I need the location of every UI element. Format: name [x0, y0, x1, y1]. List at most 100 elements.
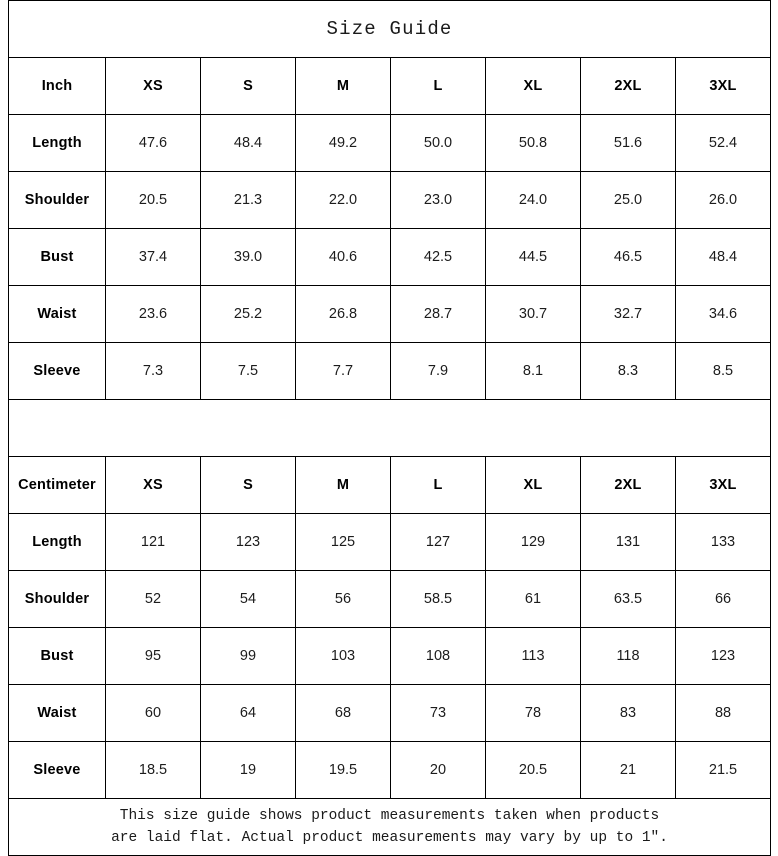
cell-centimeter-sleeve-xl: 20.5 [485, 741, 581, 799]
cell-centimeter-waist-m: 68 [295, 684, 391, 742]
cell-centimeter-shoulder-m: 56 [295, 570, 391, 628]
cell-inch-length-xs: 47.6 [105, 114, 201, 172]
measurement-row-inch-bust: Bust 37.4 39.0 40.6 42.5 44.5 46.5 48.4 [8, 228, 772, 286]
cell-inch-bust-m: 40.6 [295, 228, 391, 286]
cell-inch-shoulder-xs: 20.5 [105, 171, 201, 229]
cell-centimeter-waist-s: 64 [200, 684, 296, 742]
cell-inch-length-l: 50.0 [390, 114, 486, 172]
cell-inch-sleeve-3xl: 8.5 [674, 342, 772, 400]
cell-inch-shoulder-l: 23.0 [390, 171, 486, 229]
cell-inch-length-xl: 50.8 [485, 114, 581, 172]
cell-inch-bust-xl: 44.5 [485, 228, 581, 286]
size-header-xs: XS [105, 57, 201, 115]
cell-inch-length-3xl: 52.4 [674, 114, 772, 172]
measurement-row-inch-shoulder: Shoulder 20.5 21.3 22.0 23.0 24.0 25.0 26.0 [8, 171, 772, 229]
cell-centimeter-sleeve-xs: 18.5 [105, 741, 201, 799]
row-label-bust: Bust [8, 228, 106, 286]
row-label-length: Length [8, 114, 106, 172]
page-title: Size Guide [7, 0, 772, 58]
row-label-shoulder: Shoulder [8, 570, 106, 628]
size-header-3xl: 3XL [674, 57, 772, 115]
cell-inch-sleeve-2xl: 8.3 [580, 342, 676, 400]
cell-inch-bust-2xl: 46.5 [580, 228, 676, 286]
cell-centimeter-shoulder-2xl: 63.5 [580, 570, 676, 628]
size-header-l: L [390, 456, 486, 514]
unit-header-centimeter: Centimeter [8, 456, 106, 514]
size-header-l: L [390, 57, 486, 115]
measurement-row-inch-waist: Waist 23.6 25.2 26.8 28.7 30.7 32.7 34.6 [8, 285, 772, 343]
cell-inch-shoulder-m: 22.0 [295, 171, 391, 229]
row-label-waist: Waist [8, 684, 106, 742]
measurement-row-centimeter-length: Length 121 123 125 127 129 131 133 [8, 513, 772, 571]
cell-centimeter-sleeve-s: 19 [200, 741, 296, 799]
cell-inch-length-m: 49.2 [295, 114, 391, 172]
cell-centimeter-length-2xl: 131 [580, 513, 676, 571]
cell-inch-sleeve-m: 7.7 [295, 342, 391, 400]
cell-inch-waist-m: 26.8 [295, 285, 391, 343]
cell-inch-sleeve-xl: 8.1 [485, 342, 581, 400]
cell-inch-bust-s: 39.0 [200, 228, 296, 286]
cell-inch-waist-3xl: 34.6 [674, 285, 772, 343]
row-label-waist: Waist [8, 285, 106, 343]
cell-inch-bust-xs: 37.4 [105, 228, 201, 286]
cell-centimeter-length-xl: 129 [485, 513, 581, 571]
cell-inch-shoulder-xl: 24.0 [485, 171, 581, 229]
header-row-centimeter: Centimeter XS S M L XL 2XL 3XL [8, 456, 772, 514]
cell-centimeter-waist-xs: 60 [105, 684, 201, 742]
unit-header-inch: Inch [8, 57, 106, 115]
cell-centimeter-length-3xl: 133 [674, 513, 772, 571]
cell-inch-waist-xl: 30.7 [485, 285, 581, 343]
cell-inch-sleeve-s: 7.5 [200, 342, 296, 400]
cell-centimeter-bust-l: 108 [390, 627, 486, 685]
cell-centimeter-bust-s: 99 [200, 627, 296, 685]
spacer-cell [7, 399, 772, 457]
size-guide-note: This size guide shows product measuremen… [7, 798, 772, 856]
size-header-xs: XS [105, 456, 201, 514]
size-header-2xl: 2XL [580, 456, 676, 514]
cell-centimeter-sleeve-m: 19.5 [295, 741, 391, 799]
size-header-s: S [200, 57, 296, 115]
cell-centimeter-shoulder-l: 58.5 [390, 570, 486, 628]
cell-inch-shoulder-s: 21.3 [200, 171, 296, 229]
spacer-row [7, 399, 772, 457]
size-guide-body: Size Guide Inch XS S M L XL 2XL 3XL Length 47.6 48… [7, 0, 772, 856]
cell-inch-waist-s: 25.2 [200, 285, 296, 343]
row-label-shoulder: Shoulder [8, 171, 106, 229]
size-guide-table: Size Guide Inch XS S M L XL 2XL 3XL Length 47.6 48… [7, 0, 772, 856]
cell-inch-shoulder-3xl: 26.0 [674, 171, 772, 229]
cell-centimeter-waist-2xl: 83 [580, 684, 676, 742]
cell-inch-waist-xs: 23.6 [105, 285, 201, 343]
row-label-length: Length [8, 513, 106, 571]
cell-centimeter-bust-2xl: 118 [580, 627, 676, 685]
cell-inch-bust-3xl: 48.4 [674, 228, 772, 286]
size-header-m: M [295, 456, 391, 514]
cell-centimeter-length-m: 125 [295, 513, 391, 571]
measurement-row-centimeter-shoulder: Shoulder 52 54 56 58.5 61 63.5 66 [8, 570, 772, 628]
cell-centimeter-bust-m: 103 [295, 627, 391, 685]
cell-inch-sleeve-l: 7.9 [390, 342, 486, 400]
cell-centimeter-sleeve-3xl: 21.5 [674, 741, 772, 799]
note-line2: are laid flat. Actual product measuremen… [111, 830, 668, 846]
cell-centimeter-bust-3xl: 123 [674, 627, 772, 685]
cell-centimeter-waist-3xl: 88 [674, 684, 772, 742]
cell-centimeter-length-l: 127 [390, 513, 486, 571]
size-header-xl: XL [485, 456, 581, 514]
cell-centimeter-length-xs: 121 [105, 513, 201, 571]
cell-centimeter-shoulder-s: 54 [200, 570, 296, 628]
cell-inch-waist-l: 28.7 [390, 285, 486, 343]
size-header-xl: XL [485, 57, 581, 115]
title-row: Size Guide [7, 0, 772, 58]
measurement-row-centimeter-sleeve: Sleeve 18.5 19 19.5 20 20.5 21 21.5 [8, 741, 772, 799]
cell-centimeter-length-s: 123 [200, 513, 296, 571]
measurement-row-inch-sleeve: Sleeve 7.3 7.5 7.7 7.9 8.1 8.3 8.5 [8, 342, 772, 400]
cell-centimeter-bust-xl: 113 [485, 627, 581, 685]
cell-centimeter-waist-xl: 78 [485, 684, 581, 742]
row-label-sleeve: Sleeve [8, 342, 106, 400]
cell-centimeter-shoulder-xs: 52 [105, 570, 201, 628]
cell-inch-sleeve-xs: 7.3 [105, 342, 201, 400]
cell-centimeter-waist-l: 73 [390, 684, 486, 742]
size-header-m: M [295, 57, 391, 115]
cell-centimeter-sleeve-l: 20 [390, 741, 486, 799]
size-header-3xl: 3XL [674, 456, 772, 514]
